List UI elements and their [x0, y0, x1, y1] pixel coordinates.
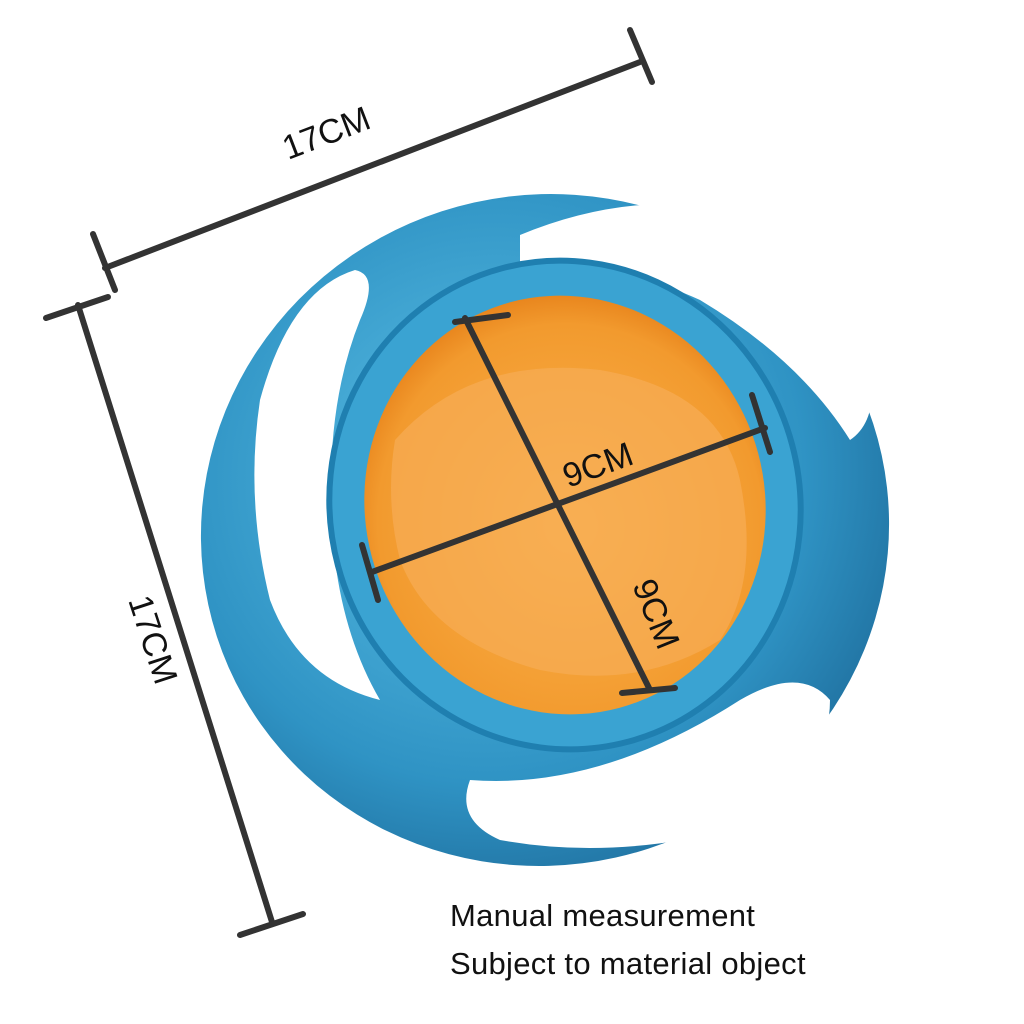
handle-slot-bottom — [466, 682, 830, 848]
handle-slot-left — [254, 270, 380, 700]
label-outer-width: 17CM — [277, 99, 375, 167]
note-line-1: Manual measurement — [450, 898, 756, 933]
note-line-2: Subject to material object — [450, 946, 806, 981]
measure-lines — [43, 27, 773, 938]
